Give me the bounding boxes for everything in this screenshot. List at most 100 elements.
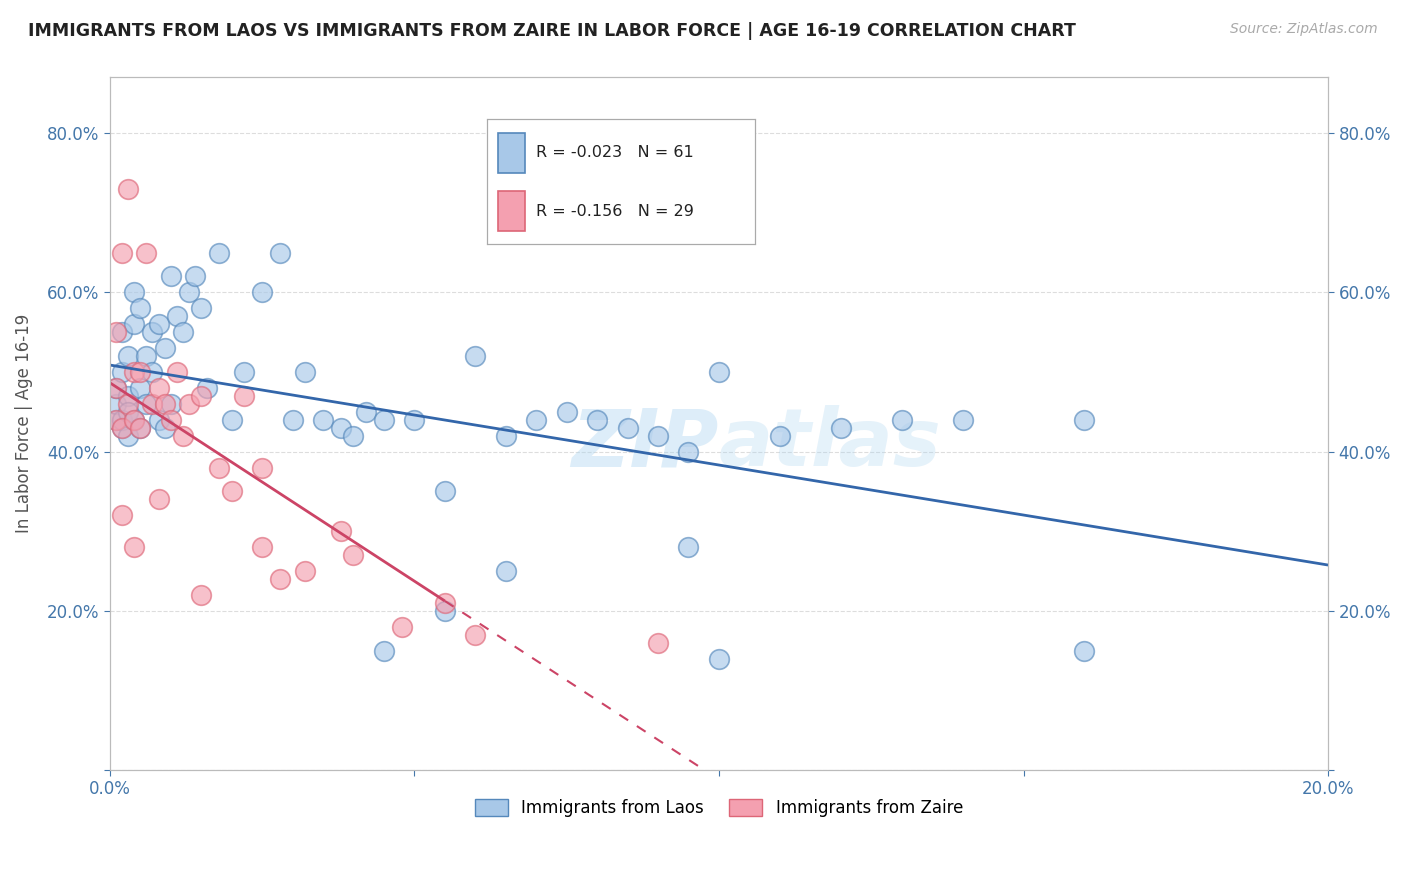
Point	[159, 397, 181, 411]
Point	[707, 651, 730, 665]
Point	[148, 317, 170, 331]
Point	[342, 548, 364, 562]
Point	[190, 389, 212, 403]
Point	[354, 405, 377, 419]
Point	[555, 405, 578, 419]
Point	[153, 341, 176, 355]
Point	[294, 564, 316, 578]
Point	[678, 540, 700, 554]
Point	[135, 349, 157, 363]
Point	[129, 381, 152, 395]
Point	[135, 397, 157, 411]
Point	[141, 397, 163, 411]
Point	[166, 310, 188, 324]
Point	[269, 572, 291, 586]
Point	[433, 604, 456, 618]
Point	[153, 420, 176, 434]
Point	[1073, 643, 1095, 657]
Point	[148, 413, 170, 427]
Point	[391, 620, 413, 634]
Point	[464, 628, 486, 642]
Point	[208, 460, 231, 475]
Point	[122, 540, 145, 554]
Point	[148, 381, 170, 395]
Point	[111, 245, 134, 260]
Point	[117, 405, 139, 419]
Point	[707, 365, 730, 379]
Point	[117, 389, 139, 403]
Text: atlas: atlas	[718, 406, 942, 483]
Point	[586, 413, 609, 427]
Point	[129, 301, 152, 316]
Point	[830, 420, 852, 434]
Point	[166, 365, 188, 379]
Legend: Immigrants from Laos, Immigrants from Zaire: Immigrants from Laos, Immigrants from Za…	[468, 792, 970, 824]
Text: ZIP: ZIP	[572, 406, 718, 483]
Point	[495, 428, 517, 442]
Point	[104, 325, 127, 339]
Point	[148, 492, 170, 507]
Point	[208, 245, 231, 260]
Point	[221, 413, 243, 427]
Point	[117, 397, 139, 411]
Point	[250, 540, 273, 554]
Point	[952, 413, 974, 427]
Point	[433, 484, 456, 499]
Text: IMMIGRANTS FROM LAOS VS IMMIGRANTS FROM ZAIRE IN LABOR FORCE | AGE 16-19 CORRELA: IMMIGRANTS FROM LAOS VS IMMIGRANTS FROM …	[28, 22, 1076, 40]
Point	[269, 245, 291, 260]
Point	[117, 182, 139, 196]
Point	[104, 413, 127, 427]
Point	[104, 413, 127, 427]
Point	[769, 428, 792, 442]
Point	[190, 588, 212, 602]
Point	[495, 564, 517, 578]
Point	[678, 444, 700, 458]
Point	[647, 635, 669, 649]
Point	[111, 420, 134, 434]
Point	[524, 413, 547, 427]
Point	[129, 365, 152, 379]
Point	[111, 325, 134, 339]
Point	[184, 269, 207, 284]
Point	[250, 285, 273, 300]
Point	[122, 285, 145, 300]
Point	[129, 420, 152, 434]
Point	[1073, 413, 1095, 427]
Point	[141, 365, 163, 379]
Point	[122, 413, 145, 427]
Point	[312, 413, 335, 427]
Point	[404, 413, 426, 427]
Point	[250, 460, 273, 475]
Point	[129, 420, 152, 434]
Point	[122, 413, 145, 427]
Point	[117, 349, 139, 363]
Point	[373, 643, 395, 657]
Point	[111, 420, 134, 434]
Point	[172, 428, 194, 442]
Point	[647, 428, 669, 442]
Point	[111, 508, 134, 523]
Point	[153, 397, 176, 411]
Point	[464, 349, 486, 363]
Point	[232, 365, 254, 379]
Text: Source: ZipAtlas.com: Source: ZipAtlas.com	[1230, 22, 1378, 37]
Point	[111, 365, 134, 379]
Point	[111, 413, 134, 427]
Point	[433, 596, 456, 610]
Point	[294, 365, 316, 379]
Point	[195, 381, 218, 395]
Point	[122, 317, 145, 331]
Point	[104, 397, 127, 411]
Point	[190, 301, 212, 316]
Point	[117, 428, 139, 442]
Point	[330, 524, 353, 538]
Point	[135, 245, 157, 260]
Point	[281, 413, 304, 427]
Point	[104, 381, 127, 395]
Point	[177, 285, 200, 300]
Point	[172, 325, 194, 339]
Point	[890, 413, 912, 427]
Point	[177, 397, 200, 411]
Point	[141, 325, 163, 339]
Point	[159, 413, 181, 427]
